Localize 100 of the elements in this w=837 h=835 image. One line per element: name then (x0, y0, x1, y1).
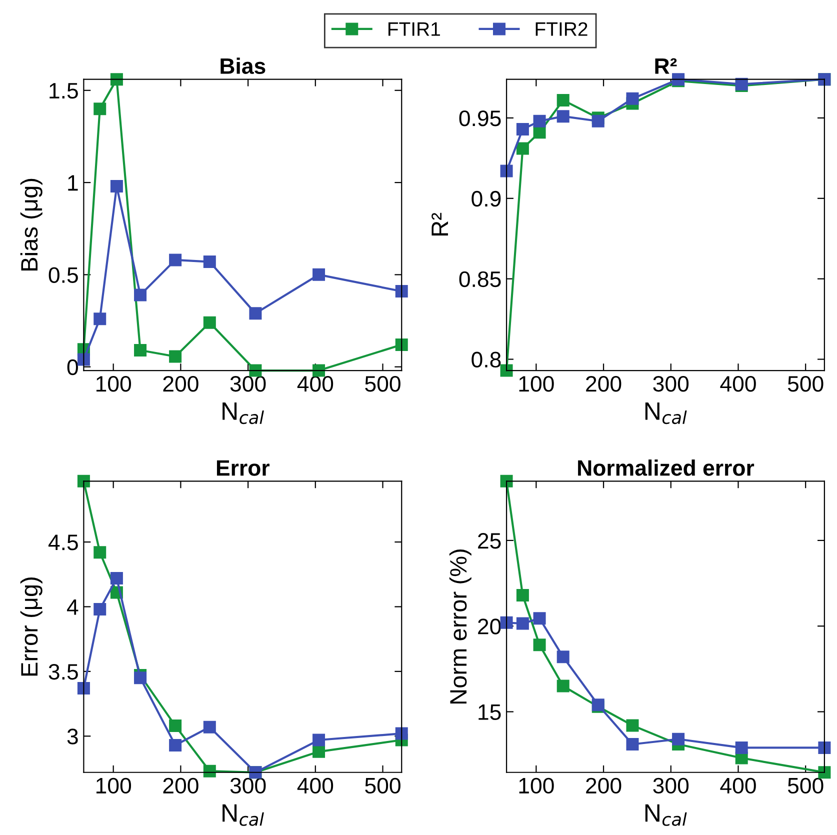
legend-label: FTIR2 (536, 22, 588, 36)
point (735, 741, 748, 754)
point (169, 738, 182, 752)
point (94, 102, 106, 116)
point (516, 142, 529, 155)
point (94, 603, 106, 616)
y-tick-label: 3.5 (48, 664, 78, 680)
point (110, 572, 123, 584)
point (395, 727, 408, 740)
point (203, 316, 216, 329)
point (516, 122, 529, 136)
point (395, 338, 408, 351)
point (249, 364, 262, 377)
x-tick-label: 200 (163, 778, 198, 794)
point (592, 114, 604, 128)
point (110, 73, 123, 86)
y-axis-title: Error (μg) (20, 577, 42, 676)
chart-title: Bias (220, 58, 266, 74)
point (312, 268, 326, 281)
point (626, 719, 639, 732)
point (169, 720, 182, 732)
x-tick-label: 100 (519, 376, 554, 392)
y-axis-title: Bias (μg) (20, 178, 42, 270)
point (134, 288, 147, 302)
y-tick-label: 4.5 (48, 534, 78, 550)
x-tick-label: 300 (653, 778, 689, 794)
y-tick-label: 0.8 (472, 352, 501, 368)
y-tick-label: 25 (478, 532, 501, 549)
point (312, 734, 326, 746)
y-tick-label: 0.9 (472, 190, 501, 207)
x-tick-label: 400 (297, 778, 334, 794)
x-tick-label: 100 (96, 376, 132, 392)
x-tick-label: 300 (653, 376, 689, 392)
point (533, 638, 546, 652)
point (626, 92, 639, 105)
point (203, 720, 216, 734)
point (818, 766, 831, 779)
point (556, 94, 570, 106)
point (818, 741, 831, 754)
x-tick-label: 100 (519, 778, 554, 794)
point (533, 114, 546, 128)
point (110, 180, 123, 192)
point (533, 612, 546, 625)
point (169, 254, 182, 266)
y-tick-label: 0.85 (459, 271, 501, 288)
legend-label: FTIR1 (388, 22, 440, 36)
x-tick-label: 500 (788, 778, 824, 794)
chart-title: Error (216, 460, 270, 476)
point (395, 285, 408, 298)
x-tick-label: 200 (163, 376, 198, 392)
point (500, 474, 513, 488)
point (134, 344, 147, 356)
x-tick-label: 400 (720, 778, 756, 794)
x-tick-label: 300 (230, 778, 266, 794)
point (500, 164, 513, 178)
y-tick-label: 20 (478, 618, 501, 634)
y-axis-title: Norm error (%) (449, 550, 472, 704)
point (203, 256, 216, 268)
point (312, 745, 326, 758)
x-tick-label: 500 (365, 376, 400, 392)
y-tick-label: 15 (478, 704, 501, 720)
x-tick-label: 400 (297, 376, 334, 392)
point (516, 589, 529, 602)
x-tick-label: 400 (720, 376, 756, 392)
x-axis-title: N$_{cal}$ (645, 804, 687, 826)
point (516, 617, 529, 630)
point (626, 738, 639, 751)
y-tick-label: 0 (67, 359, 78, 376)
point (556, 650, 570, 664)
y-axis-title: R² (432, 212, 448, 236)
x-axis-title: N$_{cal}$ (222, 804, 264, 826)
point (312, 364, 326, 377)
point (672, 732, 685, 746)
y-tick-label: 0.95 (459, 110, 501, 126)
point (500, 616, 513, 629)
y-tick-label: 1 (68, 175, 78, 191)
x-tick-label: 500 (365, 778, 400, 794)
point (169, 350, 182, 363)
x-axis-title: N$_{cal}$ (222, 402, 264, 424)
x-tick-label: 500 (788, 376, 824, 392)
point (134, 672, 147, 684)
x-tick-label: 100 (96, 778, 132, 794)
chart-title: R² (655, 58, 677, 74)
x-axis-title: N$_{cal}$ (645, 402, 687, 424)
x-tick-label: 300 (230, 376, 266, 392)
point (77, 474, 90, 488)
point (249, 307, 262, 320)
x-tick-label: 200 (586, 376, 622, 392)
y-tick-label: 3 (67, 728, 78, 744)
point (556, 110, 570, 123)
chart-title: Normalized error (578, 460, 754, 476)
y-tick-label: 4 (66, 599, 78, 615)
point (203, 764, 216, 778)
x-tick-label: 200 (586, 778, 622, 794)
y-tick-label: 1.5 (50, 83, 78, 99)
point (94, 546, 106, 559)
point (94, 312, 106, 326)
point (500, 364, 513, 377)
point (556, 680, 570, 692)
y-tick-label: 0.5 (48, 267, 78, 283)
